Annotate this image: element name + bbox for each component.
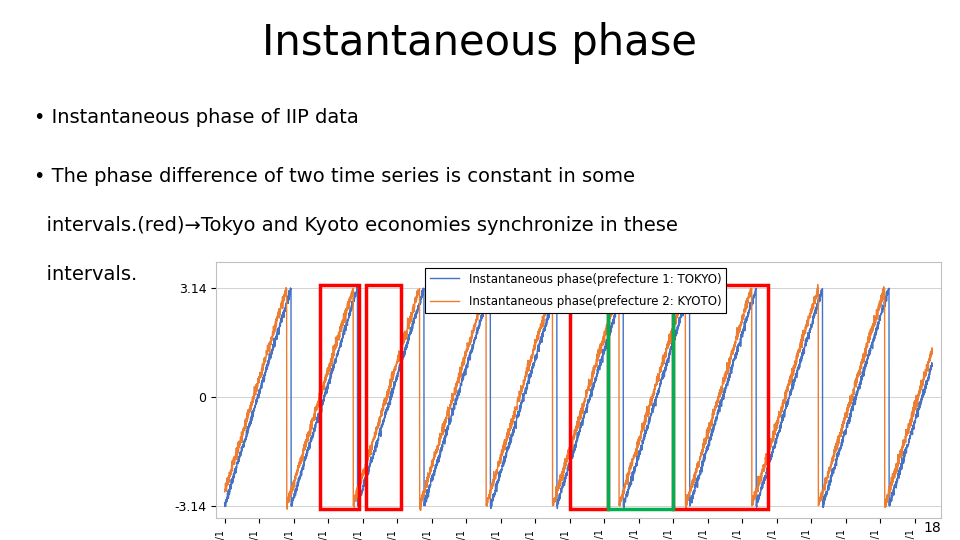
Text: • The phase difference of two time series is constant in some: • The phase difference of two time serie… [34, 167, 635, 186]
Text: Instantaneous phase: Instantaneous phase [262, 22, 698, 64]
Line: Instantaneous phase(prefecture 2: KYOTO): Instantaneous phase(prefecture 2: KYOTO) [225, 285, 932, 510]
Instantaneous phase(prefecture 2: KYOTO): (1.98e+03, -2.73): KYOTO): (1.98e+03, -2.73) [219, 489, 230, 495]
Bar [608, 285, 673, 509]
Instantaneous phase(prefecture 1: TOKYO): (2.02e+03, 0.889): TOKYO): (2.02e+03, 0.889) [926, 363, 938, 369]
Instantaneous phase(prefecture 2: KYOTO): (2e+03, -0.232): KYOTO): (2e+03, -0.232) [643, 402, 655, 408]
Instantaneous phase(prefecture 1: TOKYO): (2e+03, -3.22): TOKYO): (2e+03, -3.22) [552, 505, 564, 512]
Instantaneous phase(prefecture 1: TOKYO): (1.99e+03, -2.69): TOKYO): (1.99e+03, -2.69) [490, 487, 501, 494]
Bar [570, 285, 608, 509]
Instantaneous phase(prefecture 1: TOKYO): (1.99e+03, 3.18): TOKYO): (1.99e+03, 3.18) [351, 284, 363, 290]
Instantaneous phase(prefecture 2: KYOTO): (1.99e+03, -3.27): KYOTO): (1.99e+03, -3.27) [415, 507, 426, 514]
Instantaneous phase(prefecture 2: KYOTO): (2.01e+03, -3.12): KYOTO): (2.01e+03, -3.12) [747, 502, 758, 509]
Line: Instantaneous phase(prefecture 1: TOKYO): Instantaneous phase(prefecture 1: TOKYO) [225, 287, 932, 509]
Instantaneous phase(prefecture 1: TOKYO): (2.01e+03, 2.84): TOKYO): (2.01e+03, 2.84) [747, 295, 758, 302]
Legend: Instantaneous phase(prefecture 1: TOKYO), Instantaneous phase(prefecture 2: KYOT: Instantaneous phase(prefecture 1: TOKYO)… [425, 268, 726, 313]
Instantaneous phase(prefecture 1: TOKYO): (2e+03, -0.582): TOKYO): (2e+03, -0.582) [643, 414, 655, 421]
Text: • Instantaneous phase of IIP data: • Instantaneous phase of IIP data [34, 108, 358, 127]
Text: 18: 18 [924, 521, 941, 535]
Instantaneous phase(prefecture 1: TOKYO): (1.99e+03, 2.64): TOKYO): (1.99e+03, 2.64) [348, 302, 359, 309]
Instantaneous phase(prefecture 1: TOKYO): (1.98e+03, -3.04): TOKYO): (1.98e+03, -3.04) [219, 499, 230, 505]
Bar [320, 285, 359, 509]
Bar [366, 285, 400, 509]
Text: intervals.(red)→Tokyo and Kyoto economies synchronize in these: intervals.(red)→Tokyo and Kyoto economie… [34, 216, 678, 235]
Instantaneous phase(prefecture 2: KYOTO): (2.01e+03, 3.25): KYOTO): (2.01e+03, 3.25) [812, 281, 824, 288]
Instantaneous phase(prefecture 1: TOKYO): (2.01e+03, 1.6): TOKYO): (2.01e+03, 1.6) [801, 339, 812, 345]
Instantaneous phase(prefecture 2: KYOTO): (2.01e+03, 2.08): KYOTO): (2.01e+03, 2.08) [801, 322, 812, 328]
Instantaneous phase(prefecture 2: KYOTO): (1.99e+03, 3.14): KYOTO): (1.99e+03, 3.14) [348, 285, 359, 292]
Instantaneous phase(prefecture 1: TOKYO): (2e+03, 2.57): TOKYO): (2e+03, 2.57) [680, 305, 691, 311]
Instantaneous phase(prefecture 2: KYOTO): (2e+03, 3.1): KYOTO): (2e+03, 3.1) [679, 287, 690, 293]
Instantaneous phase(prefecture 2: KYOTO): (1.99e+03, -2.25): KYOTO): (1.99e+03, -2.25) [490, 472, 501, 478]
Bar [673, 285, 768, 509]
Instantaneous phase(prefecture 2: KYOTO): (2.02e+03, 1.24): KYOTO): (2.02e+03, 1.24) [926, 351, 938, 357]
Text: intervals.: intervals. [34, 265, 137, 284]
